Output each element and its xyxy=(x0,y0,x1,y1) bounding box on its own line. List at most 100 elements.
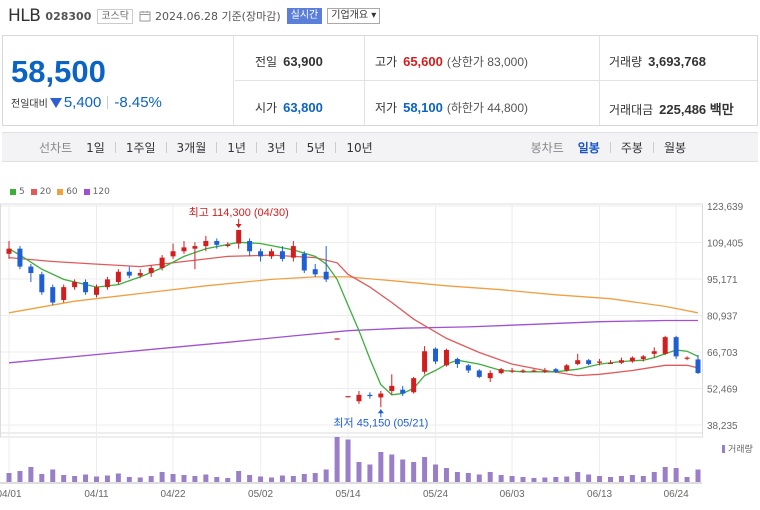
period-5y[interactable]: 5년 xyxy=(306,140,326,155)
divider xyxy=(235,80,757,81)
high-label: 고가 xyxy=(375,55,398,69)
candle-body xyxy=(597,361,603,363)
period-1w[interactable]: 1주일 xyxy=(125,140,156,155)
x-tick-label: 05/02 xyxy=(248,489,273,500)
trade-value-label: 거래대금 xyxy=(609,103,654,117)
candle-body xyxy=(651,351,657,354)
quote-panel: 58,500 전일대비 5,400 -8.45% 전일 63,900 고가 65… xyxy=(2,35,758,126)
volume-bar xyxy=(520,477,526,482)
divider xyxy=(295,141,297,153)
candle-body xyxy=(673,337,679,357)
period-3y[interactable]: 3년 xyxy=(266,140,286,155)
y-tick-label: 109,405 xyxy=(707,239,744,250)
candle-body xyxy=(367,394,373,397)
x-tick-label: 06/03 xyxy=(500,489,525,500)
volume-bar xyxy=(443,468,449,482)
stock-header: HLB 028300 코스닥 2024.06.28 기준(장마감) 실시간 기업… xyxy=(0,0,760,32)
volume-bar xyxy=(553,477,559,482)
volume-bar xyxy=(662,467,668,482)
candle-body xyxy=(214,240,220,245)
candle-body xyxy=(258,251,264,257)
candle-body xyxy=(268,251,274,257)
divider xyxy=(255,141,257,153)
legend-label: 120 xyxy=(92,187,110,197)
low-label: 저가 xyxy=(375,101,398,115)
y-tick-label: 38,235 xyxy=(707,421,738,432)
candle-body xyxy=(400,389,406,394)
candle-body xyxy=(181,247,187,252)
volume-bar xyxy=(345,439,351,482)
candle-weekly[interactable]: 주봉 xyxy=(620,140,643,155)
volume-bar xyxy=(433,464,439,482)
candle-body xyxy=(192,246,198,249)
candle-body xyxy=(28,266,34,274)
volume-bar xyxy=(279,475,285,482)
volume-bar xyxy=(542,477,548,482)
period-3m[interactable]: 3개월 xyxy=(176,140,207,155)
change-amount: 5,400 xyxy=(63,94,102,111)
candle-body xyxy=(695,359,701,374)
candle-daily[interactable]: 일봉 xyxy=(577,140,600,155)
volume-legend-swatch xyxy=(722,445,725,453)
volume-value: 3,693,768 xyxy=(648,54,706,69)
volume-bar xyxy=(159,472,165,482)
period-10y[interactable]: 10년 xyxy=(346,140,373,155)
period-1d[interactable]: 1일 xyxy=(86,140,105,155)
candle-body xyxy=(312,269,318,275)
volume-bar xyxy=(170,474,176,482)
plot-frame xyxy=(0,203,703,438)
company-overview-dropdown[interactable]: 기업개요 ▾ xyxy=(327,8,381,24)
x-tick-label: 06/24 xyxy=(664,489,689,500)
volume-bar xyxy=(181,475,187,482)
volume-bar xyxy=(575,472,581,482)
volume-bar xyxy=(203,474,209,482)
candle-body xyxy=(411,378,417,393)
candle-body xyxy=(83,282,89,293)
divider xyxy=(335,141,337,153)
period-1y[interactable]: 1년 xyxy=(227,140,246,155)
volume-bar xyxy=(126,477,132,482)
y-tick-label: 66,703 xyxy=(707,348,738,359)
volume-bar xyxy=(83,474,89,482)
candle-body xyxy=(61,287,67,300)
candle-chart-label[interactable]: 봉차트 xyxy=(530,140,564,155)
volume-bar xyxy=(323,469,329,482)
volume-bar xyxy=(411,462,417,482)
candle-body xyxy=(225,244,231,247)
volume-bar xyxy=(454,472,460,482)
prev-close: 전일 63,900 xyxy=(255,53,323,70)
candle-body xyxy=(575,360,581,365)
legend-label: 20 xyxy=(39,187,52,197)
candles xyxy=(6,218,701,418)
realtime-button[interactable]: 실시간 xyxy=(286,8,323,24)
candle-body xyxy=(564,365,570,371)
current-price: 58,500 xyxy=(11,54,106,89)
volume-bar xyxy=(312,473,318,482)
change-label: 전일대비 xyxy=(11,99,48,110)
low-price: 저가 58,100 (하한가 44,800) xyxy=(375,99,528,116)
volume-bar xyxy=(695,469,701,482)
candle-monthly[interactable]: 월봉 xyxy=(663,140,687,155)
volume-bar xyxy=(509,476,515,482)
as-of-date: 2024.06.28 기준(장마감) xyxy=(154,10,281,23)
candle-body xyxy=(323,271,329,280)
volume-bar xyxy=(367,464,373,482)
line-chart-label[interactable]: 선차트 xyxy=(39,140,73,155)
volume-bar xyxy=(6,473,12,482)
volume-bar xyxy=(268,477,274,482)
candle-body xyxy=(148,267,154,274)
legend-label: 5 xyxy=(19,187,25,197)
volume-bar xyxy=(214,477,220,482)
candle-body xyxy=(247,240,253,252)
volume-bar xyxy=(356,462,362,482)
legend-item: 20 xyxy=(30,187,52,197)
min-price-annotation: 최저 45,150 (05/21) xyxy=(333,416,428,429)
candle-body xyxy=(115,271,121,283)
candle-body xyxy=(662,337,668,354)
calendar-icon xyxy=(139,11,151,22)
candle-body xyxy=(586,360,592,365)
candle-body xyxy=(6,248,12,254)
ma120-line xyxy=(8,319,698,364)
volume-bars xyxy=(6,437,701,482)
